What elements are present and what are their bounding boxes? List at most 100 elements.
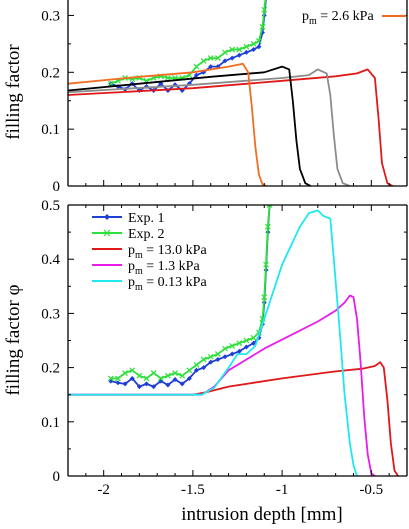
- data-point: [214, 351, 221, 357]
- legend-entry-4: pm = 0.13 kPa: [92, 275, 207, 293]
- top-panel: 0 0.1 0.2 0.3 filling factor pm = 2.6 kPa: [3, 0, 408, 195]
- legend-label: pm = 1.3 kPa: [128, 259, 200, 277]
- y-tick-label: 0: [53, 179, 61, 195]
- data-point: [115, 380, 121, 386]
- y-tick-label: 0: [53, 469, 61, 485]
- data-point: [193, 361, 200, 368]
- data-point: [215, 356, 221, 362]
- data-point: [122, 381, 128, 387]
- top-legend-entry: pm = 2.6 kPa: [302, 9, 406, 27]
- data-point: [255, 38, 262, 44]
- y-tick-label: 0.1: [41, 415, 60, 431]
- data-point: [207, 55, 214, 61]
- data-point: [193, 72, 199, 78]
- data-point: [115, 375, 121, 382]
- data-point: [222, 354, 228, 360]
- x-tick-label: -0.5: [359, 482, 383, 498]
- bottom-panel: 0 0.1 0.2 0.3 0.4 0.5 -2 -1.5 -1 -0.5 filling fac…: [3, 198, 408, 525]
- data-point: [200, 57, 207, 64]
- data-point: [236, 46, 243, 53]
- data-point: [164, 372, 171, 379]
- series-line-top-1: [110, 0, 267, 85]
- data-point: [250, 40, 257, 47]
- data-point: [207, 353, 214, 360]
- top-plot-area: [68, 0, 394, 186]
- data-point: [243, 49, 249, 55]
- top-legend-label: pm = 2.6 kPa: [302, 9, 374, 27]
- data-point: [222, 345, 228, 352]
- legend-label: Exp. 2: [128, 227, 165, 242]
- legend-marker: [104, 214, 110, 220]
- data-point: [193, 367, 199, 373]
- data-point: [222, 49, 228, 56]
- legend-entry-3: pm = 1.3 kPa: [92, 259, 200, 277]
- data-point: [259, 23, 266, 30]
- data-point: [250, 334, 257, 341]
- y-tick-label: 0.5: [41, 198, 60, 214]
- data-point: [251, 340, 257, 346]
- bottom-plot-area: [68, 205, 399, 476]
- top-axes-frame: [67, 0, 408, 187]
- data-point: [107, 80, 114, 87]
- x-axis-title: intrusion depth [mm]: [181, 504, 342, 525]
- data-point: [144, 381, 150, 387]
- data-point: [122, 370, 129, 376]
- data-point: [236, 340, 243, 347]
- data-point: [129, 367, 136, 374]
- data-point: [208, 64, 214, 70]
- series-line-bottom-4: [68, 209, 358, 476]
- y-tick-label: 0.4: [41, 252, 60, 268]
- data-point: [150, 370, 157, 376]
- data-point: [229, 55, 235, 61]
- data-point: [214, 55, 221, 61]
- data-point: [179, 381, 185, 387]
- legend-label: Exp. 1: [128, 211, 165, 226]
- data-point: [236, 348, 242, 354]
- data-point: [179, 372, 186, 379]
- data-point: [243, 43, 250, 50]
- legend-label: pm = 0.13 kPa: [128, 275, 207, 293]
- y-tick-label: 0.2: [41, 361, 60, 377]
- y-tick-label: 0.3: [41, 306, 60, 322]
- data-point: [256, 44, 262, 50]
- data-point: [266, 205, 273, 208]
- data-point: [143, 375, 150, 382]
- y-tick-label: 0.2: [41, 65, 60, 81]
- data-point: [193, 63, 200, 70]
- data-point: [151, 384, 157, 390]
- top-axis-ticks: 0 0.1 0.2 0.3: [41, 8, 407, 195]
- data-point: [243, 344, 249, 350]
- data-point: [164, 75, 171, 81]
- legend-entry-1: Exp. 2: [92, 227, 165, 242]
- data-point: [229, 342, 236, 349]
- legend-entry-2: pm = 13.0 kPa: [92, 243, 207, 261]
- data-point: [136, 384, 142, 390]
- legend-label: pm = 13.0 kPa: [128, 243, 207, 261]
- data-point: [172, 370, 178, 376]
- y-tick-label: 0.1: [41, 122, 60, 138]
- data-point: [264, 223, 271, 230]
- data-point: [229, 46, 236, 53]
- bottom-axes-frame: [67, 204, 408, 477]
- data-point: [165, 382, 171, 388]
- data-point: [263, 261, 269, 268]
- x-tick-label: -1: [276, 482, 289, 498]
- data-point: [186, 367, 193, 374]
- bottom-y-axis-title: filling factor φ: [3, 284, 24, 395]
- series-line-bottom-3: [68, 294, 376, 476]
- data-point: [261, 294, 268, 301]
- x-tick-label: -2: [97, 482, 110, 498]
- series-line-top-4: [68, 65, 312, 186]
- top-y-axis-title: filling factor: [3, 44, 24, 140]
- data-point: [222, 58, 228, 64]
- data-point: [136, 372, 143, 379]
- data-point: [208, 359, 214, 365]
- legend-entry-0: Exp. 1: [92, 211, 165, 226]
- series-line-top-2: [68, 68, 394, 186]
- series-line-bottom-2: [68, 361, 399, 476]
- data-point: [129, 375, 135, 381]
- data-point: [229, 351, 235, 357]
- data-point: [236, 52, 242, 58]
